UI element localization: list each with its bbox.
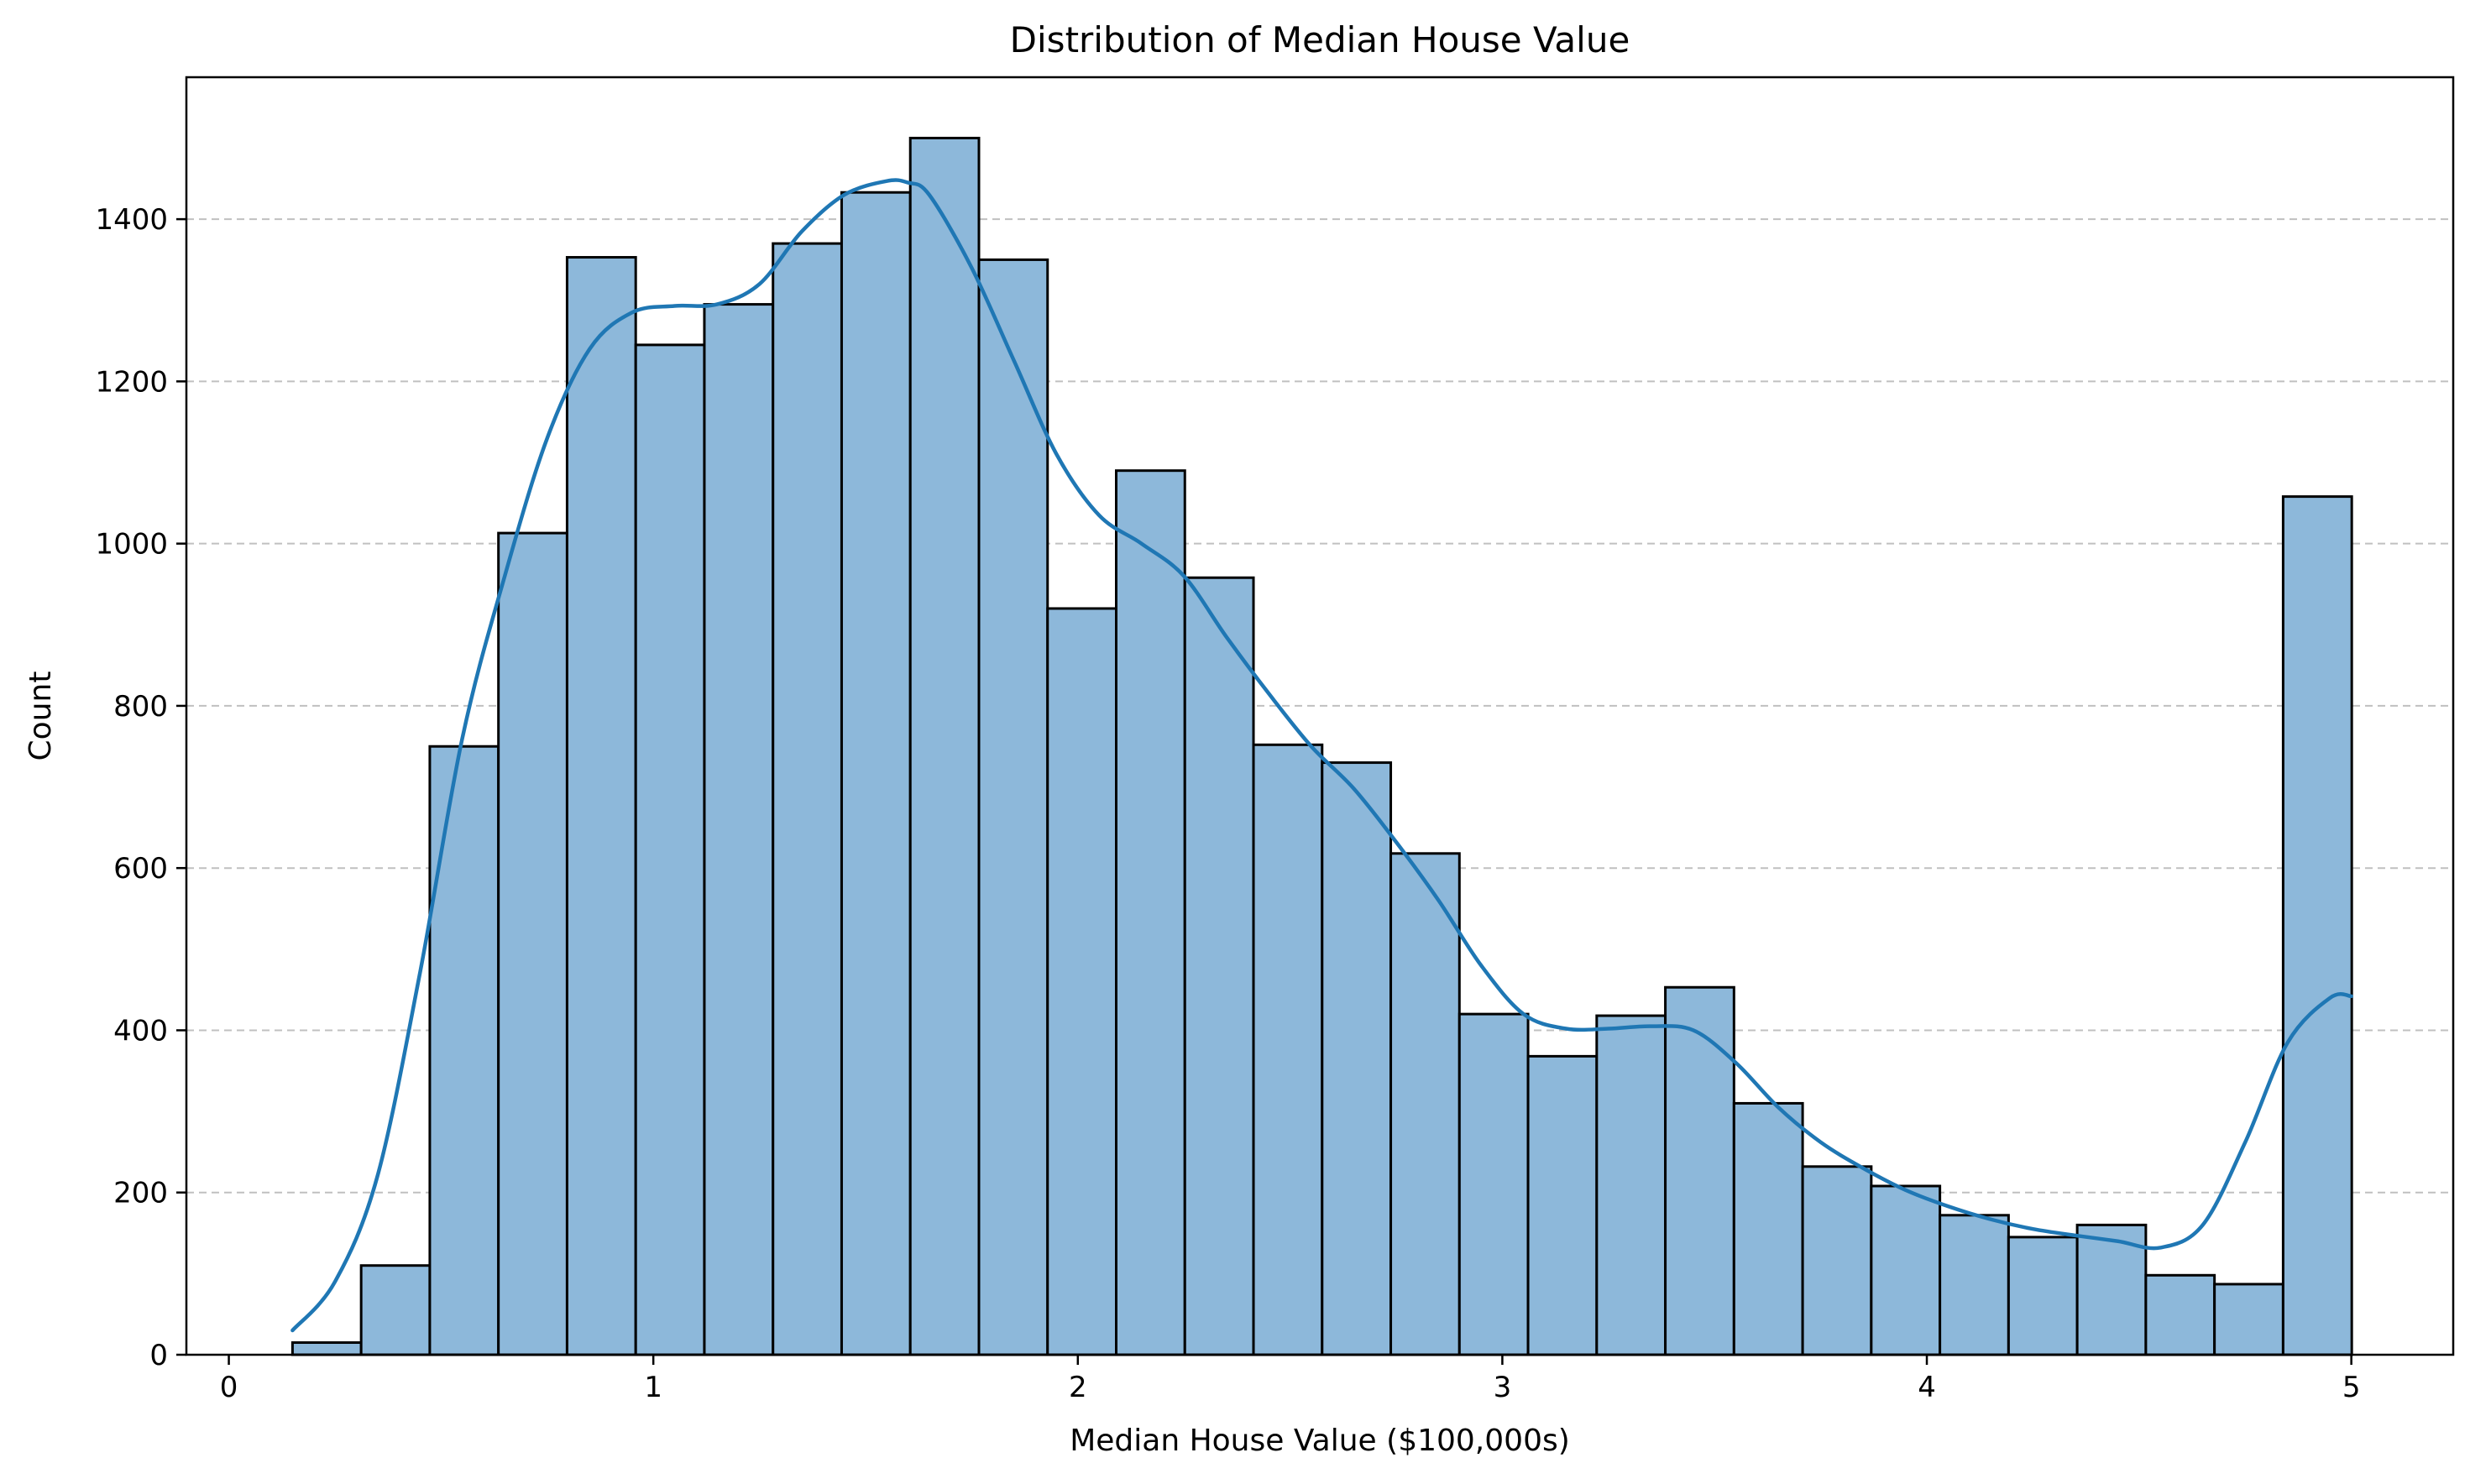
- histogram-bar: [497, 531, 568, 1356]
- histogram-bar: [1183, 576, 1255, 1356]
- histogram-bar: [1252, 743, 1324, 1356]
- x-tick-label: 4: [1918, 1371, 1936, 1404]
- x-axis-ticks: 0 1 2 3 4 5: [220, 1355, 2361, 1404]
- chart-title: Distribution of Median House Value: [1010, 19, 1630, 60]
- y-axis-label: Count: [24, 671, 58, 761]
- x-tick-label: 0: [220, 1371, 238, 1404]
- histogram-bar: [1664, 985, 1735, 1356]
- histogram-bar: [1457, 1012, 1530, 1356]
- x-tick-label: 5: [2342, 1371, 2361, 1404]
- y-tick-label: 800: [113, 690, 168, 724]
- histogram-bar: [1732, 1101, 1804, 1356]
- histogram-bar: [1321, 761, 1393, 1356]
- y-tick-label: 0: [149, 1339, 168, 1372]
- kde-curve: [290, 178, 2353, 1333]
- histogram-bar: [1801, 1165, 1873, 1356]
- histogram-bar: [428, 745, 500, 1356]
- histogram-bar: [840, 191, 912, 1356]
- x-axis-label: Median House Value ($100,000s): [1070, 1424, 1570, 1458]
- histogram-bar: [1115, 469, 1186, 1356]
- y-tick-label: 1000: [95, 528, 168, 562]
- y-axis-ticks: 0 200 400 600 800 1000 1200 1400: [95, 203, 186, 1372]
- plot-frame: [185, 76, 2455, 1356]
- histogram-bar: [2281, 495, 2353, 1356]
- histogram-bar: [772, 242, 843, 1356]
- histogram-bar: [2007, 1236, 2079, 1356]
- histogram-bar: [1870, 1184, 1942, 1356]
- y-tick-label: 400: [113, 1014, 168, 1048]
- histogram-bar: [290, 1341, 363, 1356]
- histogram-bar: [359, 1264, 432, 1356]
- y-tick-label: 200: [113, 1177, 168, 1210]
- histogram-bar: [908, 136, 981, 1356]
- histogram-bars: [290, 136, 2353, 1356]
- y-tick-label: 1400: [95, 203, 168, 237]
- histogram-bar: [1595, 1014, 1667, 1356]
- y-tick-label: 600: [113, 852, 168, 886]
- histogram-bar: [2144, 1273, 2216, 1356]
- histogram-bar: [703, 303, 775, 1356]
- histogram-bar: [634, 343, 706, 1356]
- y-tick-label: 1200: [95, 365, 168, 399]
- histogram-bar: [1389, 852, 1461, 1356]
- x-tick-label: 2: [1069, 1371, 1087, 1404]
- histogram-bar: [565, 256, 637, 1356]
- histogram-bar: [1046, 607, 1118, 1356]
- x-tick-label: 3: [1494, 1371, 1512, 1404]
- x-tick-label: 1: [644, 1371, 662, 1404]
- histogram-bar: [2213, 1283, 2284, 1356]
- histogram-bar: [1526, 1054, 1599, 1356]
- histogram-bar: [1939, 1214, 2010, 1356]
- histogram-bar: [977, 258, 1049, 1356]
